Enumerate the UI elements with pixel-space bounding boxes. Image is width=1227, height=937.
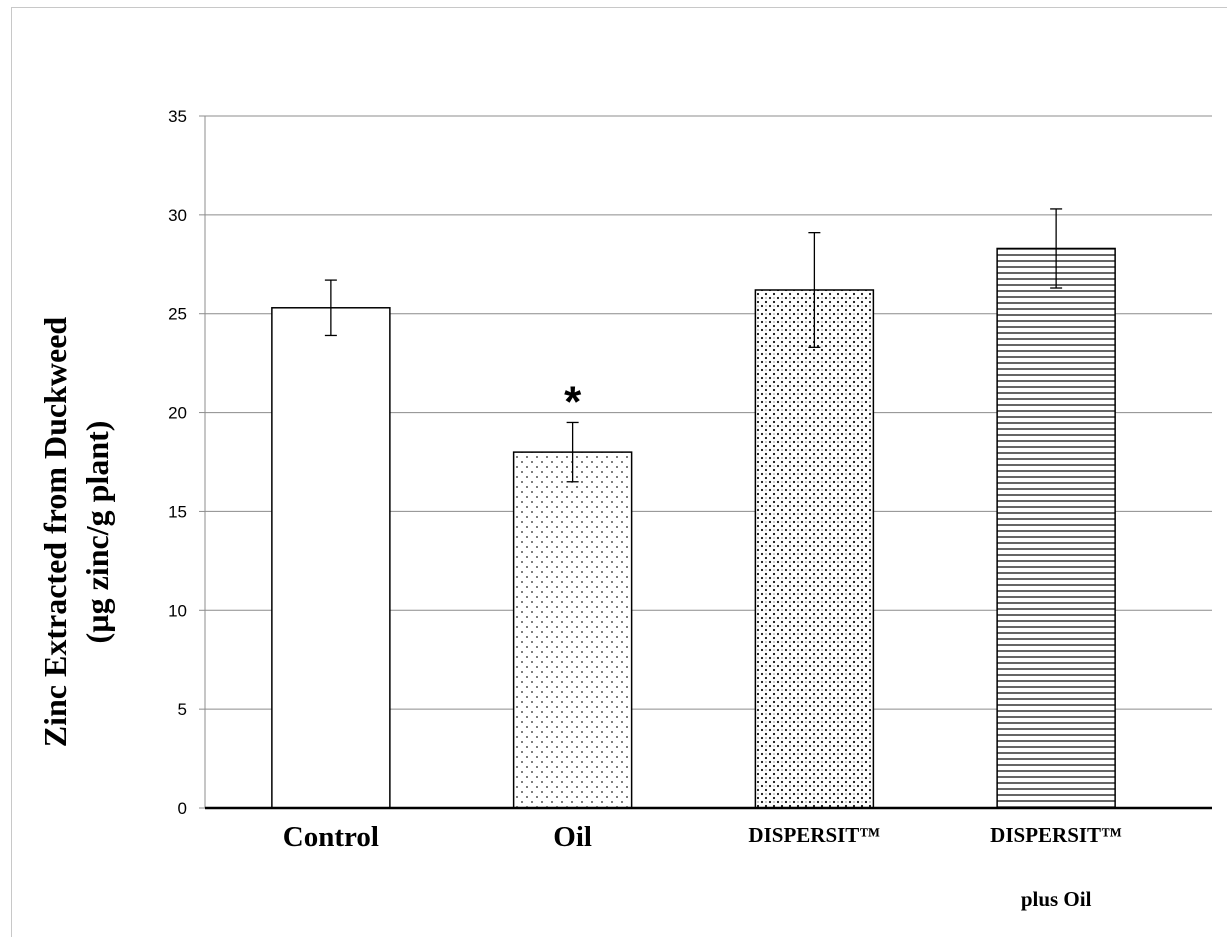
x-category-label: plus Oil <box>1021 887 1092 911</box>
significance-asterisk: * <box>564 377 582 426</box>
y-axis-label: Zinc Extracted from Duckweed (µg zinc/g p… <box>37 317 115 748</box>
y-axis-title-line: Zinc Extracted from Duckweed <box>37 317 73 748</box>
bar <box>512 451 633 809</box>
y-axis-ticks: 0 5 10 15 20 25 30 35 <box>168 107 206 818</box>
x-category-label: DISPERSIT™ <box>748 823 880 847</box>
bar <box>996 247 1116 809</box>
annotations: * <box>564 377 582 426</box>
y-tick-label: 30 <box>168 206 187 225</box>
bars <box>205 247 1212 810</box>
y-tick-label: 5 <box>178 700 187 719</box>
y-tick-label: 20 <box>168 404 187 423</box>
x-category-label: DISPERSIT™ <box>990 823 1122 847</box>
error-bars <box>324 208 1063 483</box>
y-tick-label: 35 <box>168 107 187 126</box>
y-tick-label: 0 <box>178 799 187 818</box>
y-axis-title-line: (µg zinc/g plant) <box>79 421 115 644</box>
bar <box>271 307 391 809</box>
y-tick-label: 25 <box>168 305 187 324</box>
y-tick-label: 10 <box>168 601 187 620</box>
chart-frame <box>11 7 1227 937</box>
x-category-label: Control <box>283 821 379 853</box>
x-axis-labels: Control Oil DISPERSIT™ DISPERSIT™ plus Oil <box>283 821 1122 911</box>
x-category-label: Oil <box>553 821 592 853</box>
bar <box>754 289 875 809</box>
y-tick-label: 15 <box>168 502 187 521</box>
